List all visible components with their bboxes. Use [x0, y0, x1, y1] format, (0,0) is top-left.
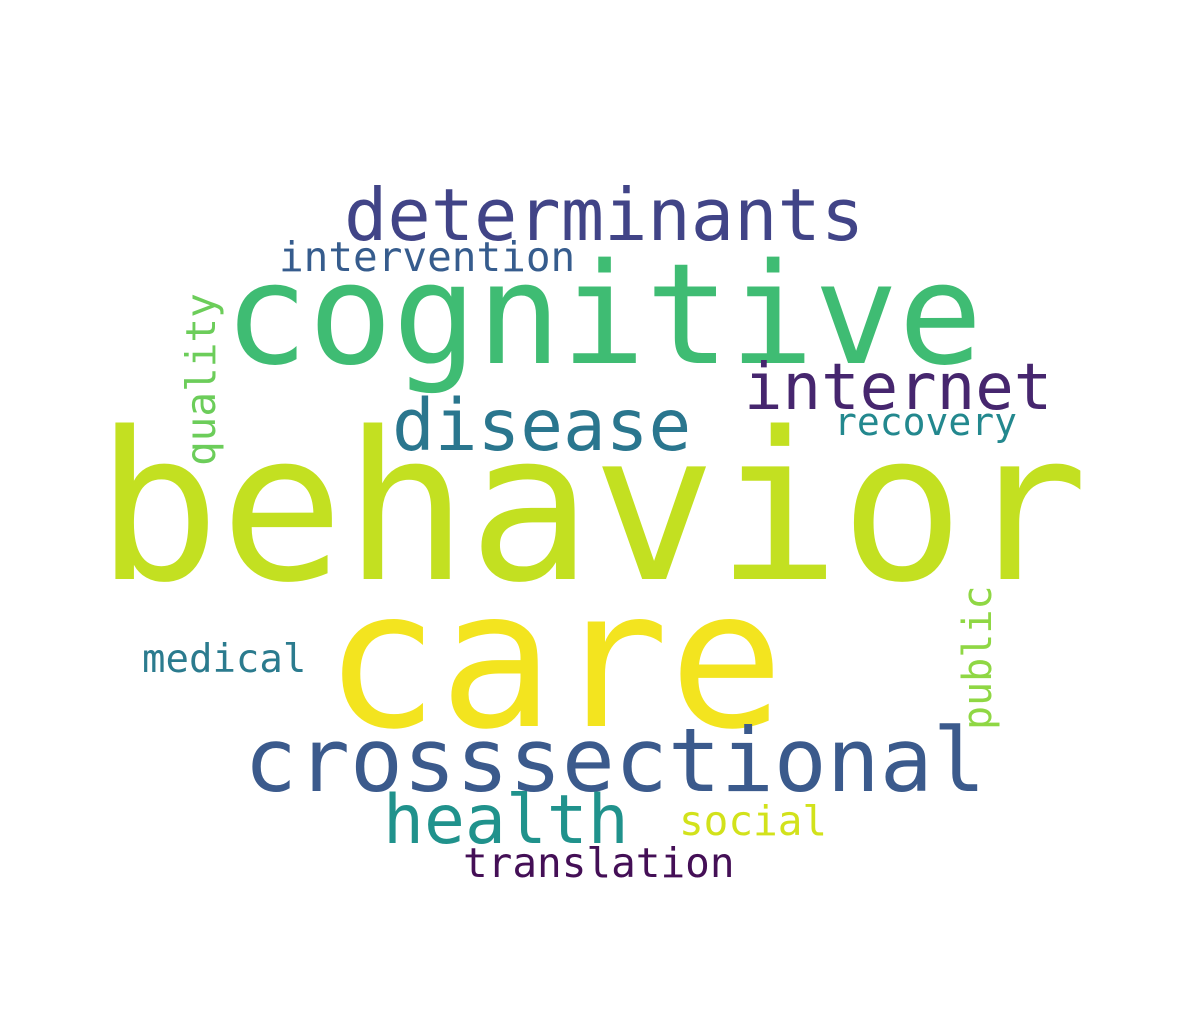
- word-medical: medical: [142, 637, 307, 682]
- word-behavior: behavior: [96, 388, 1089, 628]
- word-care: care: [324, 550, 784, 772]
- word-internet: internet: [744, 351, 1053, 425]
- word-cognitive: cognitive: [224, 234, 983, 397]
- word-health: health: [383, 781, 629, 860]
- word-recovery: recovery: [834, 400, 1018, 444]
- word-crosssectional: crosssectional: [244, 709, 986, 812]
- word-social: social: [679, 797, 828, 845]
- word-determinants: determinants: [344, 173, 865, 257]
- word-translation: translation: [463, 839, 735, 887]
- word-public: public: [955, 585, 1001, 731]
- word-quality: quality: [177, 293, 225, 466]
- word-disease: disease: [392, 384, 692, 467]
- word-intervention: intervention: [279, 233, 576, 281]
